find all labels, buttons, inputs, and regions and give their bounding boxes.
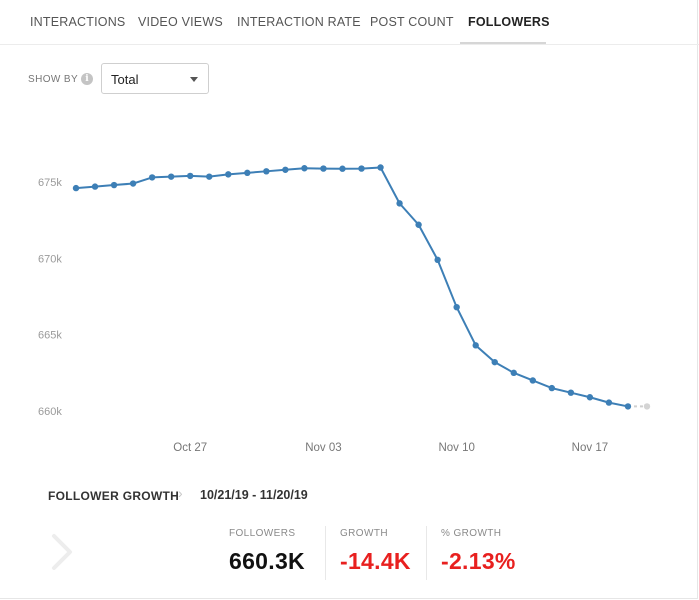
- chevron-down-icon: [190, 77, 198, 82]
- show-by-value: Total: [111, 72, 139, 87]
- stat-label: % GROWTH: [441, 528, 502, 539]
- data-point: [301, 165, 308, 172]
- tab-interactions[interactable]: INTERACTIONS: [30, 15, 126, 29]
- data-point: [529, 377, 536, 384]
- y-tick-label: 670k: [38, 253, 62, 265]
- x-tick-label: Nov 17: [572, 442, 608, 454]
- data-point: [91, 183, 99, 190]
- tab-interaction-rate[interactable]: INTERACTION RATE: [237, 15, 361, 29]
- y-tick-label: 660k: [38, 406, 62, 418]
- chevron-right-icon: ›: [178, 485, 183, 501]
- data-point: [377, 164, 384, 171]
- data-point: [434, 256, 441, 264]
- stat-label: FOLLOWERS: [229, 528, 296, 539]
- metric-tabs: INTERACTIONS VIDEO VIEWS INTERACTION RAT…: [0, 0, 699, 45]
- data-point: [396, 200, 403, 207]
- divider: [426, 526, 427, 580]
- data-point: [624, 403, 632, 410]
- data-point: [358, 165, 365, 172]
- show-by-select[interactable]: Total: [101, 63, 209, 94]
- y-tick-label: 665k: [38, 330, 62, 342]
- tab-video-views[interactable]: VIDEO VIEWS: [138, 15, 223, 29]
- data-point: [167, 173, 175, 180]
- x-tick-label: Nov 03: [305, 442, 341, 454]
- series-line: [75, 166, 629, 408]
- date-range[interactable]: 10/21/19 - 11/20/19: [200, 488, 308, 502]
- x-tick-label: Oct 27: [173, 442, 207, 454]
- data-point: [225, 171, 232, 178]
- data-point: [129, 180, 137, 187]
- info-icon[interactable]: i: [81, 73, 93, 85]
- data-point: [72, 184, 80, 192]
- stat-value: -14.4K: [340, 548, 411, 574]
- data-point: [263, 168, 270, 175]
- stat-value: -2.13%: [441, 548, 516, 574]
- chevron-left-icon[interactable]: [48, 532, 80, 572]
- followers-line-chart: 675k 670k 665k 660k Oct 27 Nov 03 Nov 10 Nov 17: [38, 164, 651, 454]
- data-point: [567, 389, 575, 396]
- data-point: [510, 369, 517, 377]
- data-point: [244, 169, 251, 177]
- data-point: [453, 303, 460, 311]
- y-tick-label: 675k: [38, 177, 62, 189]
- follower-growth-title: FOLLOWER GROWTH: [48, 489, 180, 503]
- stat-label: GROWTH: [340, 528, 388, 539]
- stat-followers: FOLLOWERS 660.3K: [229, 528, 305, 575]
- data-point: [110, 181, 118, 189]
- tab-post-count[interactable]: POST COUNT: [370, 15, 454, 29]
- show-by-label: SHOW BY: [28, 74, 79, 85]
- x-tick-label: Nov 10: [438, 442, 474, 454]
- data-point: [605, 399, 613, 406]
- data-point: [187, 172, 194, 180]
- data-point: [206, 173, 213, 180]
- data-point: [586, 394, 594, 401]
- data-point: [643, 403, 651, 410]
- data-point: [548, 384, 556, 392]
- data-point: [472, 342, 479, 349]
- data-point: [282, 166, 289, 173]
- tab-followers[interactable]: FOLLOWERS: [460, 15, 549, 44]
- stat-growth: GROWTH -14.4K: [340, 528, 411, 575]
- data-point: [415, 221, 422, 228]
- stat-value: 660.3K: [229, 548, 305, 574]
- divider: [325, 526, 326, 580]
- stat-percent-growth: % GROWTH -2.13%: [441, 528, 516, 575]
- data-point: [491, 358, 498, 366]
- data-point: [320, 165, 327, 172]
- data-point: [148, 174, 156, 181]
- data-point: [339, 165, 346, 172]
